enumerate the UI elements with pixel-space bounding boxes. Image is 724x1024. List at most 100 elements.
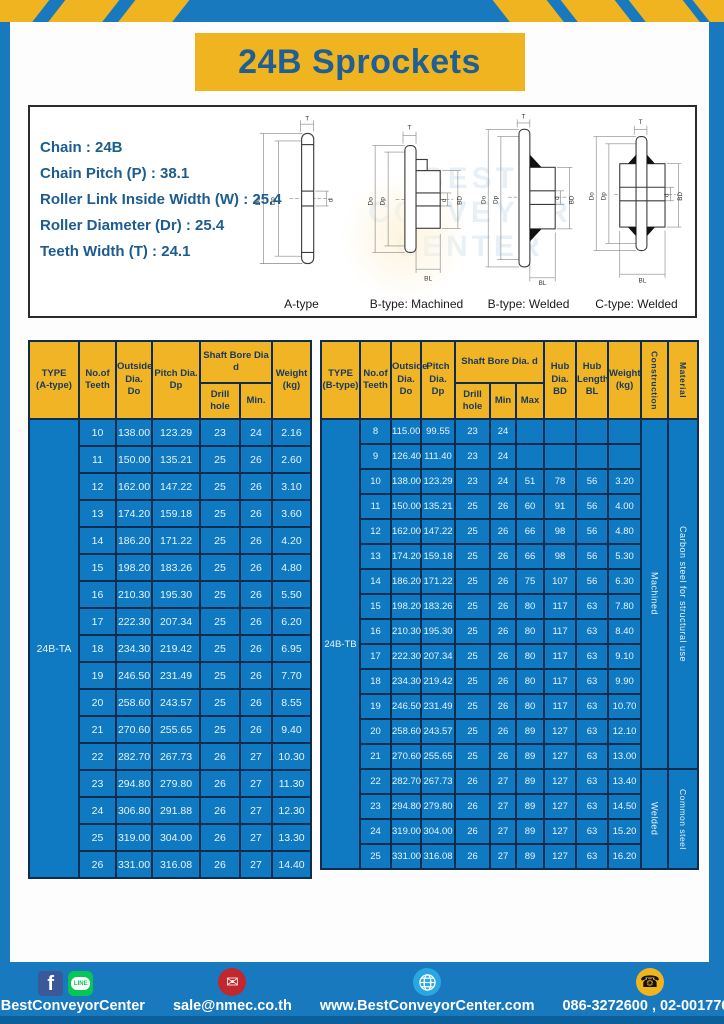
- spec-line: Teeth Width (T) : 24.1: [40, 243, 191, 260]
- cell: 25: [199, 553, 241, 582]
- cell: 63: [575, 843, 610, 870]
- cell: 6.30: [607, 568, 643, 595]
- cell: 3.60: [271, 499, 312, 528]
- cell: 56: [575, 518, 610, 545]
- cell: 25: [454, 668, 491, 695]
- cell: 98: [543, 543, 578, 570]
- table-row: 22 282.70 267.73 26 27 89 127 63 13.40 Welded Comm…: [321, 768, 700, 870]
- table-row: 12 162.00 147.22 25 26 3.10: [29, 472, 312, 501]
- table-row: 25 319.00 304.00 26 27 13.30: [29, 823, 312, 852]
- svg-text:d: d: [327, 198, 334, 202]
- cell: 18: [78, 634, 117, 663]
- cell: 127: [543, 768, 578, 795]
- cell: 3.20: [607, 468, 643, 495]
- table-row: 12 162.00 147.22 25 26 66 98 56 4.80: [321, 518, 698, 545]
- cell: 12.10: [607, 718, 643, 745]
- table-row: 9 126.40 111.40 23 24: [321, 443, 698, 470]
- cell: 147.22: [420, 518, 456, 545]
- cell: 12.30: [271, 796, 312, 825]
- cell: 26: [239, 715, 273, 744]
- cell: 26: [454, 793, 491, 820]
- cell: 66: [514, 543, 546, 570]
- diagram-caption: B-type: Welded: [487, 297, 570, 311]
- col-header-teeth: No.of Teeth: [78, 340, 117, 420]
- cell: 4.80: [607, 518, 643, 545]
- cell: 26: [239, 499, 273, 528]
- cell: 80: [514, 643, 546, 670]
- table-b-type: TYPE (B-type) No.of Teeth Outside Dia. D…: [320, 340, 700, 870]
- cell: 26: [199, 823, 241, 852]
- col-header-outside-dia: Outside Dia. Do: [390, 340, 427, 420]
- stripe-decoration: [555, 0, 639, 22]
- table-row: 22 282.70 267.73 26 27 10.30: [29, 742, 312, 771]
- col-header-teeth: No.of Teeth: [359, 340, 392, 420]
- watermark-text: CENTER: [396, 230, 544, 263]
- cell: 26: [489, 568, 517, 595]
- col-header-pitch-dia: Pitch Dia. Dp: [420, 340, 456, 420]
- cell: 26: [199, 850, 241, 879]
- table-row: 14 186.20 171.22 25 26 75 107 56 6.30: [321, 568, 698, 595]
- cell: 13: [359, 543, 392, 570]
- cell: 123.29: [420, 468, 456, 495]
- cell: 135.21: [420, 493, 456, 520]
- table-row: 10 138.00 123.29 23 24 51 78 56 3.20: [321, 468, 698, 495]
- footer-email-section: ✉ sale@nmec.co.th: [173, 964, 292, 1014]
- cell: 147.22: [151, 472, 201, 501]
- cell: 8.40: [607, 618, 643, 645]
- diagram-a-type: T Do Dp d A-type: [249, 113, 354, 313]
- col-header-min: Min.: [239, 382, 273, 420]
- stripe-decoration: [487, 0, 571, 22]
- cell: 63: [575, 793, 610, 820]
- footer-contact-bar: f LINE @BestConveyorCenter ✉ sale@nmec.c…: [0, 962, 724, 1016]
- chain-specs: Chain : 24B Chain Pitch (P) : 38.1 Rolle…: [40, 135, 282, 265]
- cell: 25: [199, 715, 241, 744]
- table-row: 17 222.30 207.34 25 26 80 117 63 9.10: [321, 643, 698, 670]
- cell: 9.90: [607, 668, 643, 695]
- cell: 26: [78, 850, 117, 879]
- cell: 75: [514, 568, 546, 595]
- cell: 10: [78, 418, 117, 447]
- cell: 7.80: [607, 593, 643, 620]
- cell: 9.40: [271, 715, 312, 744]
- table-row: 15 198.20 183.26 25 26 80 117 63 7.80: [321, 593, 698, 620]
- material-cell: Carbon steel for structural use: [667, 418, 700, 770]
- table-row: 11 150.00 135.21 25 26 60 91 56 4.00: [321, 493, 698, 520]
- cell: 25: [199, 688, 241, 717]
- cell: 60: [514, 493, 546, 520]
- diagram-caption: C-type: Welded: [595, 297, 678, 311]
- cell: 25: [454, 718, 491, 745]
- footer-website-section: www.BestConveyorCenter.com: [320, 964, 534, 1014]
- cell: 159.18: [420, 543, 456, 570]
- svg-text:Dp: Dp: [600, 192, 607, 201]
- cell: 80: [514, 618, 546, 645]
- stripe-decoration: [0, 0, 55, 22]
- cell: 25: [454, 568, 491, 595]
- cell: 115.00: [390, 418, 422, 445]
- cell: 13.00: [607, 743, 643, 770]
- table-row: 24 306.80 291.88 26 27 12.30: [29, 796, 312, 825]
- cell: 5.50: [271, 580, 312, 609]
- cell: 171.22: [420, 568, 456, 595]
- cell: 150.00: [390, 493, 422, 520]
- cell: 63: [575, 643, 610, 670]
- cell: 20: [359, 718, 392, 745]
- cell: 63: [575, 768, 610, 795]
- svg-text:Dp: Dp: [379, 197, 386, 206]
- cell: 282.70: [390, 768, 422, 795]
- cell: 25: [454, 543, 491, 570]
- cell: 25: [199, 472, 241, 501]
- content-sheet: 24B Sprockets BEST CONVEYOR CENTER Chain…: [10, 22, 709, 962]
- cell: 26: [489, 743, 517, 770]
- cell: 27: [489, 843, 517, 870]
- cell: 243.57: [151, 688, 201, 717]
- cell: 26: [239, 472, 273, 501]
- col-header-weight: Weight (kg): [607, 340, 643, 420]
- diagram-caption: A-type: [284, 297, 319, 311]
- spec-line: Roller Diameter (Dr) : 25.4: [40, 217, 225, 234]
- cell: 304.00: [151, 823, 201, 852]
- table-row: 18 234.30 219.42 25 26 80 117 63 9.90: [321, 668, 698, 695]
- cell: 198.20: [390, 593, 422, 620]
- cell: 316.08: [420, 843, 456, 870]
- cell: 135.21: [151, 445, 201, 474]
- cell: 63: [575, 593, 610, 620]
